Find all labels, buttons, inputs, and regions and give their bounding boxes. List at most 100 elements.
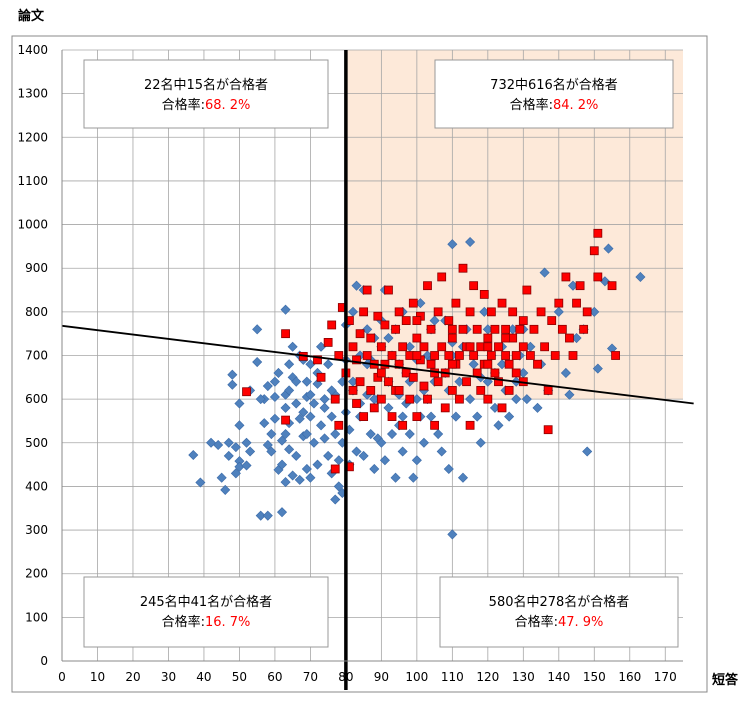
- annotation-box: [434, 59, 674, 129]
- data-point-diamond: [465, 394, 476, 405]
- data-point-square: [511, 368, 521, 378]
- annotation-rate-value: 68. 2%: [205, 98, 250, 113]
- data-point-diamond: [351, 446, 362, 457]
- data-point-diamond: [443, 463, 454, 474]
- data-point-square: [579, 324, 589, 334]
- data-point-diamond: [287, 470, 298, 481]
- data-point-diamond: [450, 411, 461, 422]
- data-point-square: [380, 359, 390, 369]
- data-point-square: [494, 377, 503, 387]
- data-point-square: [543, 386, 553, 395]
- annotation-box: [439, 576, 679, 648]
- data-point-diamond: [511, 394, 522, 405]
- y-tick-label: 600: [25, 392, 48, 406]
- data-point-square: [526, 351, 535, 360]
- data-point-diamond: [475, 437, 486, 448]
- data-point-diamond: [234, 420, 245, 431]
- data-point-square: [476, 386, 486, 395]
- data-point-square: [327, 320, 337, 330]
- y-tick-label: 0: [40, 654, 48, 668]
- data-point-square: [384, 285, 393, 295]
- data-point-diamond: [603, 243, 614, 254]
- data-point-square: [518, 316, 528, 325]
- data-point-square: [565, 333, 574, 343]
- x-tick-label: 100: [405, 670, 428, 684]
- regression-line: [61, 324, 694, 405]
- annotation-rate: 合格率:16. 7%: [162, 614, 251, 630]
- data-point-square: [394, 307, 404, 317]
- data-point-square: [408, 298, 418, 308]
- data-point-diamond: [330, 429, 341, 440]
- data-point-square: [547, 316, 557, 325]
- data-point-diamond: [308, 398, 319, 409]
- data-point-diamond: [447, 529, 458, 540]
- data-point-square: [408, 372, 418, 382]
- y-tick-label: 1000: [17, 218, 48, 232]
- data-point-square: [490, 324, 500, 334]
- data-point-diamond: [351, 280, 362, 291]
- data-point-square: [444, 316, 454, 325]
- data-point-square: [430, 368, 440, 378]
- data-point-diamond: [284, 444, 295, 455]
- data-point-square: [433, 377, 443, 387]
- x-tick-label: 60: [267, 670, 282, 684]
- data-point-diamond: [433, 429, 444, 440]
- data-point-square: [447, 359, 457, 369]
- data-point-diamond: [241, 437, 252, 448]
- data-point-square: [465, 342, 475, 352]
- data-point-square: [554, 298, 564, 308]
- data-point-square: [366, 333, 376, 343]
- data-point-diamond: [592, 363, 603, 374]
- x-tick-label: 80: [338, 670, 353, 684]
- data-point-square: [486, 307, 496, 317]
- data-point-square: [504, 386, 514, 395]
- data-point-square: [423, 281, 432, 291]
- data-point-diamond: [326, 411, 337, 422]
- data-point-square: [281, 415, 290, 425]
- data-point-square: [380, 320, 390, 330]
- data-point-diamond: [280, 402, 291, 413]
- x-tick-label: 90: [374, 670, 389, 684]
- annotation-box: [83, 576, 329, 648]
- y-tick-label: 500: [25, 436, 48, 450]
- data-point-square: [373, 311, 383, 321]
- data-point-square: [430, 420, 440, 430]
- data-point-square: [376, 342, 386, 352]
- data-point-square: [394, 359, 404, 369]
- y-tick-label: 100: [25, 610, 48, 624]
- y-tick-label: 200: [25, 567, 48, 581]
- data-point-square: [508, 307, 518, 317]
- data-point-diamond: [294, 413, 305, 424]
- data-point-square: [398, 420, 408, 430]
- data-point-square: [401, 316, 411, 325]
- data-point-square: [515, 324, 525, 334]
- data-point-square: [501, 324, 510, 334]
- data-point-diamond: [411, 455, 422, 466]
- data-point-diamond: [482, 376, 493, 387]
- data-point-diamond: [504, 411, 515, 422]
- data-point-diamond: [298, 407, 309, 418]
- data-point-diamond: [266, 429, 277, 440]
- data-point-diamond: [305, 472, 316, 483]
- data-point-diamond: [287, 341, 298, 352]
- data-point-square: [437, 272, 447, 282]
- data-point-square: [483, 394, 493, 404]
- x-tick-label: 50: [232, 670, 247, 684]
- data-point-square: [330, 464, 340, 474]
- data-point-square: [313, 355, 322, 365]
- data-point-square: [479, 289, 489, 299]
- data-point-square: [575, 281, 585, 291]
- data-point-diamond: [376, 437, 387, 448]
- data-point-diamond: [220, 484, 231, 495]
- data-point-square: [497, 298, 507, 308]
- data-point-square: [437, 342, 447, 352]
- data-point-square: [472, 324, 482, 334]
- y-tick-label: 700: [25, 349, 48, 363]
- data-point-diamond: [457, 472, 469, 483]
- annotation-rate: 合格率:68. 2%: [162, 97, 251, 113]
- data-point-diamond: [404, 429, 415, 440]
- data-point-square: [490, 368, 500, 378]
- annotation-rate-label: 合格率:: [162, 614, 205, 630]
